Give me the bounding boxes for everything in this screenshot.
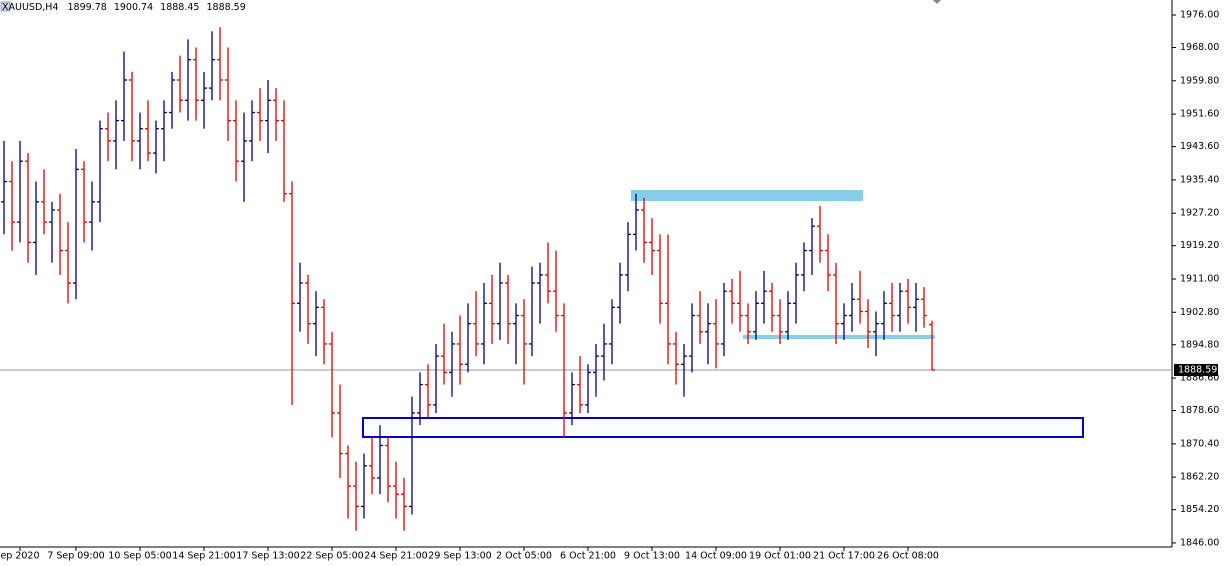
x-tick-label: 14 Oct 09:00 [685, 551, 747, 562]
y-tick-label: 1886.60 [1180, 373, 1219, 384]
x-tick-label: 26 Oct 08:00 [877, 551, 939, 562]
x-tick-label: 14 Sep 21:00 [172, 551, 235, 562]
x-tick-label: 24 Sep 21:00 [364, 551, 427, 562]
x-tick-label: 17 Sep 13:00 [236, 551, 299, 562]
x-tick-label: 2 Oct 05:00 [496, 551, 552, 562]
y-tick-label: 1878.60 [1180, 405, 1219, 416]
resistance-zone[interactable] [631, 190, 863, 201]
symbol: XAUUSD,H4 [2, 2, 58, 13]
x-tick-label: 6 Oct 21:00 [560, 551, 616, 562]
support-line[interactable] [743, 335, 935, 339]
header-high: 1900.74 [114, 2, 153, 13]
y-tick-label: 1846.00 [1180, 537, 1219, 548]
header-open: 1899.78 [68, 2, 107, 13]
y-tick-label: 1862.20 [1180, 472, 1219, 483]
x-tick-label: 19 Oct 01:00 [749, 551, 811, 562]
x-tick-label: 9 Oct 13:00 [624, 551, 680, 562]
y-tick-label: 1927.20 [1180, 208, 1219, 219]
header-text: XAUUSD,H4 1899.78 1900.74 1888.45 1888.5… [2, 2, 246, 13]
y-tick-label: 1911.00 [1180, 273, 1219, 284]
x-tick-label: 21 Oct 17:00 [813, 551, 875, 562]
header-close: 1888.59 [206, 2, 245, 13]
y-tick-label: 1943.60 [1180, 141, 1219, 152]
x-tick-label: 10 Sep 05:00 [108, 551, 171, 562]
header: XAUUSD,H4 1899.78 1900.74 1888.45 1888.5… [0, 1, 246, 13]
last-price-box [1174, 363, 1218, 376]
y-tick-label: 1902.80 [1180, 307, 1219, 318]
x-tick-label: 7 Sep 09:00 [47, 551, 104, 562]
x-tick-label: 22 Sep 05:00 [300, 551, 363, 562]
y-tick-label: 1951.60 [1180, 109, 1219, 120]
demand-zone[interactable] [362, 417, 1084, 438]
symbol-icon [0, 1, 11, 12]
x-tick-label: 29 Sep 13:00 [428, 551, 491, 562]
y-tick-label: 1976.00 [1180, 10, 1219, 21]
y-tick-label: 1959.80 [1180, 75, 1219, 86]
header-low: 1888.45 [160, 2, 199, 13]
y-tick-label: 1854.20 [1180, 504, 1219, 515]
x-tick-label: ep 2020 [0, 551, 39, 562]
y-tick-label: 1919.20 [1180, 240, 1219, 251]
y-tick-label: 1968.00 [1180, 42, 1219, 53]
y-tick-label: 1894.80 [1180, 339, 1219, 350]
scroll-marker [933, 0, 941, 4]
y-tick-label: 1935.40 [1180, 174, 1219, 185]
y-tick-label: 1870.40 [1180, 438, 1219, 449]
last-price-label: 1888.59 [1178, 364, 1217, 375]
